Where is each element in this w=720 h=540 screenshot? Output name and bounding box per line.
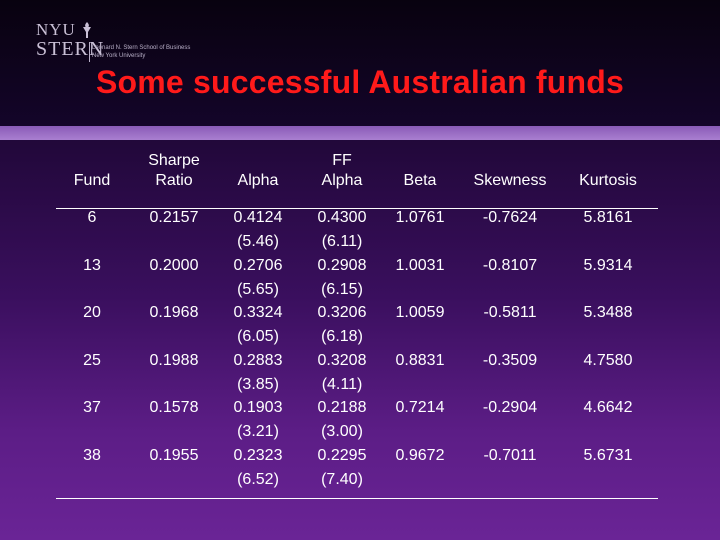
table-cell-alpha: 0.2323	[233, 446, 283, 464]
column-header-kurtosis: Kurtosis	[579, 172, 637, 189]
table-cell-kurtosis: 5.9314	[583, 256, 633, 274]
table-cell-beta: 0.9672	[395, 446, 445, 464]
table-cell-fund: 6	[87, 209, 97, 226]
table-cell-fund: 13	[83, 256, 101, 274]
table-cell-fund: 37	[83, 399, 101, 416]
logo-university-name: New York University	[92, 53, 146, 59]
table-cell-alpha-tstat: (5.46)	[237, 233, 279, 250]
table-cell-skewness: -0.2904	[482, 399, 538, 416]
table-cell-kurtosis: 5.8161	[583, 209, 633, 226]
table-cell-alpha: 0.2706	[233, 256, 283, 274]
table-cell-ffalpha-tstat: (6.11)	[321, 233, 363, 250]
table-cell-kurtosis: 4.6642	[583, 399, 633, 416]
logo-nyu: NYU	[36, 20, 76, 39]
column-header-fund: Fund	[73, 172, 111, 189]
header-divider-band	[0, 126, 720, 140]
table-cell-ffalpha-tstat: (4.11)	[321, 375, 363, 393]
table-cell-beta: 1.0059	[395, 304, 445, 321]
table-cell-skewness: -0.3509	[482, 351, 538, 369]
column-header-sharpe: Ratio	[155, 172, 193, 189]
table-cell-skewness: -0.8107	[482, 256, 538, 274]
column-header-ffalpha: Alpha	[321, 172, 363, 189]
logo-divider	[89, 42, 90, 62]
table-cell-alpha: 0.3324	[233, 304, 283, 321]
logo-stern: STERN	[36, 38, 105, 60]
column-header-ffalpha: FF	[332, 152, 352, 169]
table-cell-sharpe: 0.1988	[149, 351, 199, 369]
table-cell-alpha-tstat: (6.05)	[237, 328, 279, 345]
table-cell-kurtosis: 4.7580	[583, 351, 633, 369]
column-header-sharpe: Sharpe	[148, 152, 200, 169]
table-cell-alpha-tstat: (3.21)	[237, 423, 279, 440]
table-cell-ffalpha: 0.2295	[317, 446, 367, 464]
table-cell-alpha-tstat: (5.65)	[237, 280, 279, 298]
table-cell-sharpe: 0.1968	[149, 304, 199, 321]
table-cell-sharpe: 0.1955	[149, 446, 199, 464]
table-cell-ffalpha-tstat: (6.15)	[321, 280, 363, 298]
table-cell-ffalpha-tstat: (6.18)	[321, 328, 363, 345]
table-cell-sharpe: 0.2000	[149, 256, 199, 274]
table-cell-ffalpha: 0.3206	[317, 304, 367, 321]
table-cell-ffalpha-tstat: (3.00)	[321, 423, 363, 440]
column-header-alpha: Alpha	[237, 172, 279, 189]
logo-school-name: Leonard N. Stern School of Business	[92, 45, 191, 51]
table-cell-skewness: -0.7624	[482, 209, 538, 226]
table-cell-alpha: 0.1903	[233, 399, 283, 416]
table-cell-beta: 1.0031	[395, 256, 445, 274]
table-cell-kurtosis: 5.6731	[583, 446, 633, 464]
table-cell-beta: 0.8831	[395, 351, 445, 369]
table-cell-beta: 1.0761	[395, 209, 445, 226]
table-cell-sharpe: 0.2157	[149, 209, 199, 226]
header-bar	[0, 0, 720, 128]
table-cell-skewness: -0.5811	[483, 304, 537, 321]
table-cell-ffalpha: 0.3208	[317, 351, 367, 369]
table-cell-skewness: -0.7011	[483, 446, 537, 464]
table-cell-kurtosis: 5.3488	[583, 304, 633, 321]
table-cell-alpha-tstat: (3.85)	[237, 375, 279, 393]
table-cell-fund: 20	[83, 304, 101, 321]
table-cell-beta: 0.7214	[395, 399, 445, 416]
table-bottom-rule	[56, 497, 658, 499]
table-header-rule	[56, 208, 658, 209]
slide-title: Some successful Australian funds	[95, 64, 625, 100]
nyu-stern-logo: NYU STERN Leonard N. Stern School of Bus…	[36, 20, 226, 68]
table-cell-fund: 25	[83, 351, 101, 369]
table-cell-ffalpha: 0.4300	[317, 209, 367, 226]
table-cell-alpha: 0.4124	[233, 209, 283, 226]
table-cell-alpha-tstat: (6.52)	[237, 470, 279, 488]
table-cell-ffalpha-tstat: (7.40)	[321, 470, 363, 488]
column-header-skewness: Skewness	[473, 172, 547, 189]
table-cell-fund: 38	[83, 446, 101, 464]
table-cell-sharpe: 0.1578	[149, 399, 199, 416]
table-cell-ffalpha: 0.2188	[317, 399, 367, 416]
torch-icon	[83, 22, 91, 38]
table-cell-alpha: 0.2883	[233, 351, 283, 369]
table-cell-ffalpha: 0.2908	[317, 256, 367, 274]
column-header-beta: Beta	[403, 172, 437, 189]
